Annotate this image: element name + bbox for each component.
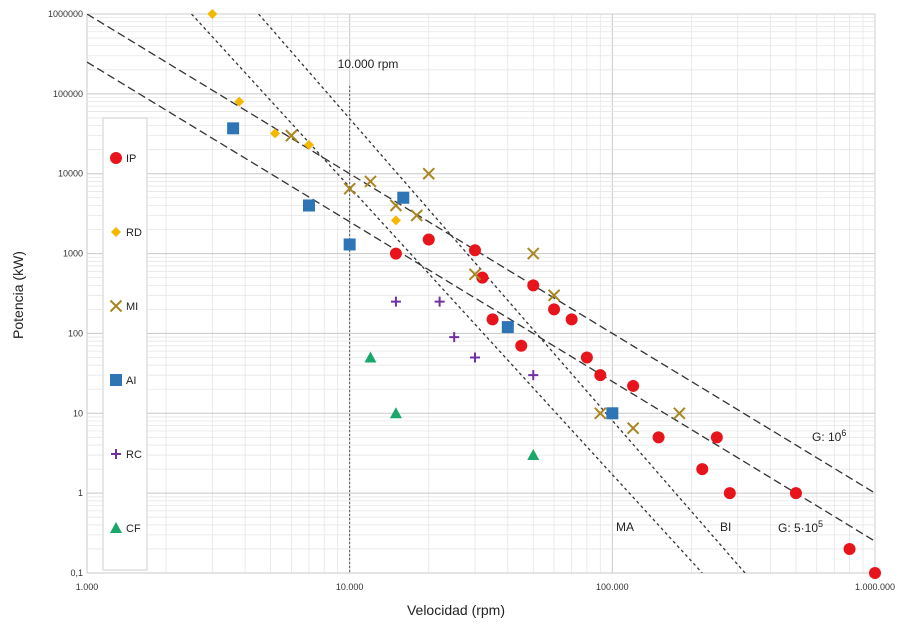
point-rd <box>207 9 218 19</box>
point-rc <box>390 296 401 307</box>
point-ip <box>869 567 881 579</box>
legend-label-ip: IP <box>126 153 136 165</box>
point-ip <box>515 339 528 352</box>
legend-box <box>102 117 148 571</box>
point-mi <box>673 407 686 420</box>
point-ip <box>696 463 709 476</box>
plot-frame <box>86 13 876 574</box>
point-mi <box>468 268 482 281</box>
annotations: G: 106 G: 5·105 MA BI <box>616 428 846 535</box>
point-ip <box>468 244 481 257</box>
point-ip <box>652 431 665 444</box>
legend: IP RD MI AI RC CF <box>102 117 148 571</box>
point-ip <box>422 233 435 246</box>
x-tick-labels: 1.000 10.000 100.000 1.000.000 <box>76 582 895 592</box>
point-ai <box>302 199 315 212</box>
data-points <box>207 9 881 579</box>
legend-marker-ai <box>110 374 122 386</box>
y-tick-label: 0,1 <box>70 568 83 578</box>
point-rc <box>528 370 539 381</box>
label-ma: MA <box>616 520 634 534</box>
legend-marker-ip <box>110 152 122 164</box>
reference-line <box>87 61 875 542</box>
point-rd <box>303 139 314 150</box>
point-ip <box>594 369 607 382</box>
point-ip <box>527 279 540 292</box>
point-ip <box>789 487 802 500</box>
legend-label-cf: CF <box>126 523 141 535</box>
point-ip <box>710 431 723 444</box>
legend-label-ai: AI <box>126 375 136 387</box>
legend-marker-mi <box>109 299 123 313</box>
point-ai <box>606 407 619 420</box>
point-rc <box>449 332 460 343</box>
y-tick-label: 100 <box>68 328 83 338</box>
point-ip <box>723 487 736 500</box>
point-cf <box>364 351 377 363</box>
point-mi <box>343 182 356 195</box>
legend-marker-rd <box>111 227 121 237</box>
point-mi <box>285 129 298 142</box>
point-ip <box>565 313 578 326</box>
y-tick-label: 1000 <box>63 249 83 259</box>
point-cf <box>527 449 540 461</box>
point-cf <box>389 407 402 419</box>
label-g1e6-sup: 6 <box>841 428 846 438</box>
point-mi <box>410 209 423 222</box>
point-mi <box>594 407 607 420</box>
x-tick-label: 1.000 <box>76 582 99 592</box>
point-ip <box>486 313 499 326</box>
label-bi: BI <box>720 520 731 534</box>
x-axis-label: Velocidad (rpm) <box>407 602 505 618</box>
y-tick-label: 100000 <box>53 89 83 99</box>
point-ai <box>397 191 410 204</box>
y-tick-label: 10 <box>73 408 83 418</box>
point-ip <box>389 247 402 260</box>
y-tick-label: 1000000 <box>48 9 83 19</box>
label-g5e5: G: 5·105 <box>778 519 823 535</box>
legend-marker-rc <box>111 449 121 459</box>
reference-line <box>87 14 875 494</box>
vertical-marker: 10.000 rpm <box>338 57 399 573</box>
legend-marker-cf <box>110 522 122 533</box>
point-rc <box>469 352 480 363</box>
point-mi <box>364 175 377 188</box>
point-ai <box>227 122 240 135</box>
point-ai <box>501 321 514 334</box>
x-tick-label: 1.000.000 <box>855 582 895 592</box>
point-rd <box>270 128 281 139</box>
point-rd <box>234 96 245 107</box>
reference-lines <box>87 14 875 573</box>
x-tick-label: 100.000 <box>596 582 629 592</box>
grid <box>86 13 876 574</box>
y-tick-label: 1 <box>78 488 83 498</box>
point-ai <box>343 238 356 251</box>
y-axis-label: Potencia (kW) <box>10 251 26 339</box>
point-ip <box>476 271 489 284</box>
point-rc <box>434 296 445 307</box>
label-g1e6: G: 106 <box>812 428 846 444</box>
point-ip <box>580 351 593 364</box>
point-mi <box>547 289 561 302</box>
point-ip <box>843 542 856 555</box>
vertical-marker-label: 10.000 rpm <box>338 57 399 71</box>
reference-line <box>191 14 703 573</box>
y-tick-label: 10000 <box>58 169 83 179</box>
legend-label-mi: MI <box>126 301 138 313</box>
point-mi <box>422 167 435 180</box>
y-tick-labels: 0,1 1 10 100 1000 10000 100000 1000000 <box>48 9 83 578</box>
label-g5e5-sup: 5 <box>818 519 823 529</box>
point-ip <box>548 303 561 316</box>
point-mi <box>527 247 540 260</box>
point-ip <box>627 379 640 392</box>
legend-label-rc: RC <box>126 449 142 461</box>
legend-label-rd: RD <box>126 227 142 239</box>
point-mi <box>626 422 640 435</box>
point-rd <box>390 215 401 226</box>
x-tick-label: 10.000 <box>336 582 364 592</box>
